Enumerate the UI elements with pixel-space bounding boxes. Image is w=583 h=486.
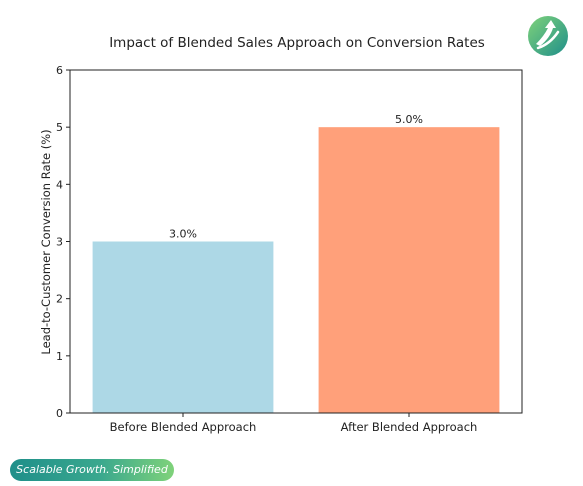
y-tick-label: 1 <box>56 350 63 363</box>
y-tick-label: 0 <box>56 407 63 420</box>
x-tick-label: Before Blended Approach <box>110 420 257 434</box>
x-axis-ticks: Before Blended Approach After Blended App… <box>110 413 478 434</box>
bar-data-label: 3.0% <box>169 228 197 241</box>
bar-1 <box>92 241 274 413</box>
y-tick-label: 2 <box>56 293 63 306</box>
y-axis-label: Lead-to-Customer Conversion Rate (%) <box>39 129 53 354</box>
y-axis-ticks: 0 1 2 3 4 5 6 <box>56 64 70 420</box>
y-tick-label: 5 <box>56 121 63 134</box>
y-tick-label: 6 <box>56 64 63 77</box>
chart-title: Impact of Blended Sales Approach on Conv… <box>109 35 485 51</box>
tagline-badge: Scalable Growth. Simplified <box>10 459 174 481</box>
bar-data-label: 5.0% <box>395 113 423 126</box>
plot-area-frame <box>69 69 523 414</box>
y-tick-label: 3 <box>56 236 63 249</box>
bar-2 <box>318 127 500 414</box>
x-tick-label: After Blended Approach <box>341 420 478 434</box>
bars-group: 3.0% 5.0% <box>92 113 500 414</box>
upward-arrow-circle-logo <box>526 14 570 58</box>
y-tick-label: 4 <box>56 178 63 191</box>
